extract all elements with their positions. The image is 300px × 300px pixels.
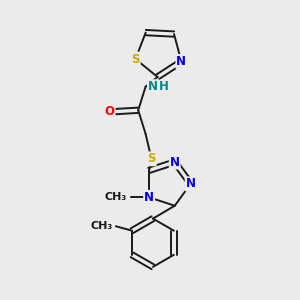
- Text: N: N: [176, 55, 186, 68]
- Text: N: N: [148, 80, 158, 93]
- Text: N: N: [170, 155, 180, 169]
- Text: O: O: [105, 105, 115, 118]
- Text: CH₃: CH₃: [105, 192, 127, 203]
- Text: CH₃: CH₃: [91, 221, 113, 231]
- Text: N: N: [144, 191, 154, 204]
- Text: H: H: [159, 80, 169, 93]
- Text: S: S: [131, 52, 140, 66]
- Text: N: N: [186, 177, 196, 190]
- Text: S: S: [147, 152, 156, 165]
